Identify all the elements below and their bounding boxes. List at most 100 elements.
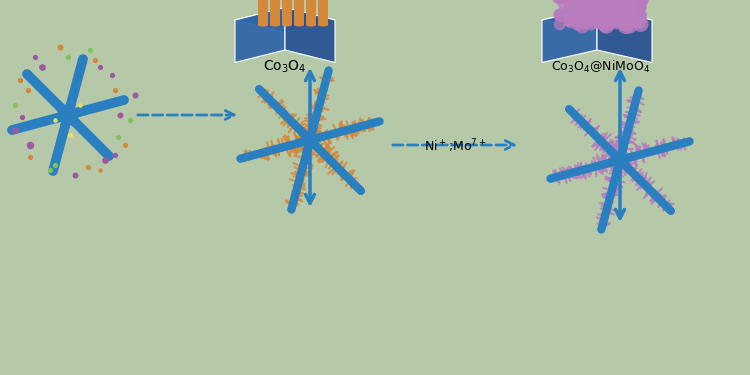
Circle shape (575, 0, 590, 8)
Circle shape (578, 22, 585, 29)
Circle shape (577, 9, 584, 16)
Circle shape (558, 13, 567, 22)
Circle shape (631, 6, 644, 19)
Circle shape (572, 0, 587, 5)
Circle shape (636, 10, 646, 20)
Circle shape (578, 0, 590, 5)
Circle shape (574, 6, 582, 15)
Circle shape (583, 7, 596, 20)
Circle shape (572, 0, 584, 1)
Circle shape (598, 4, 611, 17)
Circle shape (600, 0, 610, 11)
Circle shape (567, 13, 576, 21)
Circle shape (599, 8, 607, 15)
Circle shape (554, 19, 565, 30)
Circle shape (591, 3, 598, 10)
Polygon shape (306, 0, 316, 25)
Circle shape (616, 0, 628, 3)
Circle shape (564, 14, 578, 28)
Circle shape (580, 0, 587, 2)
Circle shape (638, 18, 645, 25)
Polygon shape (624, 0, 636, 26)
Circle shape (564, 0, 578, 6)
Circle shape (587, 7, 601, 20)
Circle shape (599, 8, 608, 16)
Circle shape (631, 0, 646, 15)
Circle shape (571, 12, 584, 26)
Polygon shape (576, 0, 588, 26)
Circle shape (592, 4, 599, 12)
Circle shape (592, 5, 602, 16)
Circle shape (620, 0, 632, 2)
Text: Co$_3$O$_4$: Co$_3$O$_4$ (263, 59, 307, 75)
Circle shape (597, 0, 612, 15)
Circle shape (615, 0, 631, 11)
Circle shape (602, 12, 617, 27)
Circle shape (579, 12, 592, 25)
Ellipse shape (318, 24, 328, 27)
Circle shape (618, 18, 633, 33)
Circle shape (575, 3, 583, 10)
Circle shape (595, 0, 608, 5)
Circle shape (590, 0, 598, 7)
Circle shape (609, 5, 617, 12)
Circle shape (588, 2, 597, 11)
Circle shape (586, 14, 599, 27)
Circle shape (565, 12, 576, 24)
Circle shape (633, 0, 647, 6)
Text: Ni$^+$;Mo$^{7+}$: Ni$^+$;Mo$^{7+}$ (424, 137, 486, 155)
Text: Co$_3$O$_4$@NiMoO$_4$: Co$_3$O$_4$@NiMoO$_4$ (550, 59, 650, 75)
Circle shape (617, 0, 626, 2)
Circle shape (614, 0, 628, 10)
Circle shape (588, 1, 601, 13)
Circle shape (630, 14, 644, 27)
Circle shape (622, 18, 637, 33)
Circle shape (604, 0, 615, 3)
Circle shape (610, 16, 622, 27)
Polygon shape (270, 0, 280, 25)
Circle shape (623, 17, 634, 28)
Circle shape (582, 10, 590, 18)
Circle shape (598, 12, 611, 26)
Circle shape (563, 0, 577, 8)
Circle shape (609, 0, 620, 1)
Circle shape (620, 0, 630, 5)
Circle shape (602, 15, 616, 29)
Circle shape (587, 6, 601, 19)
Circle shape (625, 13, 635, 23)
Circle shape (572, 0, 578, 6)
Circle shape (568, 10, 581, 24)
Polygon shape (588, 0, 600, 26)
Polygon shape (235, 8, 335, 33)
Circle shape (584, 0, 598, 4)
Circle shape (567, 0, 579, 9)
Circle shape (603, 0, 618, 13)
Circle shape (567, 8, 574, 15)
Circle shape (626, 16, 634, 24)
Circle shape (624, 18, 634, 28)
Circle shape (616, 21, 623, 28)
Circle shape (638, 15, 646, 23)
Circle shape (595, 0, 610, 12)
Circle shape (620, 17, 634, 32)
Circle shape (602, 2, 610, 10)
Circle shape (554, 10, 565, 21)
Ellipse shape (294, 24, 304, 27)
Circle shape (599, 14, 614, 29)
Circle shape (636, 12, 646, 22)
Circle shape (598, 3, 612, 17)
Circle shape (567, 6, 579, 18)
Circle shape (589, 16, 599, 27)
Circle shape (604, 20, 610, 27)
Circle shape (598, 19, 607, 27)
Ellipse shape (306, 24, 316, 27)
Circle shape (576, 16, 590, 29)
Circle shape (600, 0, 612, 10)
Circle shape (619, 16, 632, 30)
Circle shape (580, 13, 590, 21)
Circle shape (576, 15, 586, 25)
Circle shape (566, 3, 574, 11)
Ellipse shape (258, 24, 268, 27)
Circle shape (633, 16, 648, 32)
Polygon shape (235, 8, 285, 63)
